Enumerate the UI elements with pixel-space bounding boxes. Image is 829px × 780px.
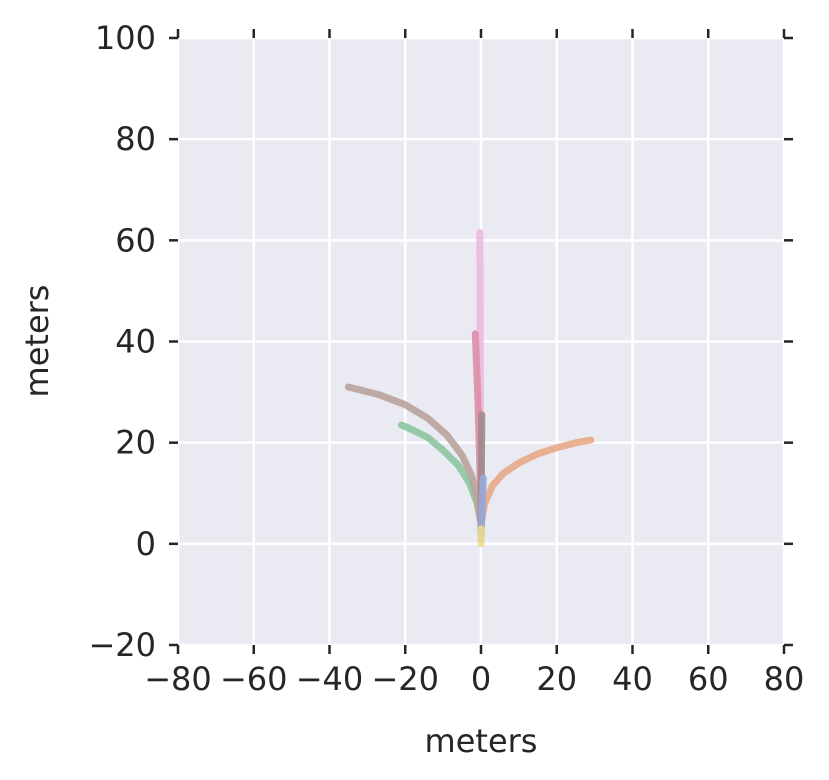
y-tick-label: 60 xyxy=(115,221,156,259)
series-line-3 xyxy=(344,383,485,528)
y-tick-label: −20 xyxy=(88,626,156,664)
x-tick-label: −40 xyxy=(296,660,364,698)
y-tick-label: 40 xyxy=(115,323,156,361)
y-tick-label: 100 xyxy=(95,19,156,57)
x-tick-label: 0 xyxy=(471,660,491,698)
y-tick-label: 20 xyxy=(115,424,156,462)
x-tick-label: 20 xyxy=(536,660,577,698)
y-tick-label: 0 xyxy=(136,525,156,563)
y-axis-label: meters xyxy=(18,285,56,398)
x-tick-label: 60 xyxy=(688,660,729,698)
x-tick-label: −60 xyxy=(220,660,288,698)
y-tick-label: 80 xyxy=(115,120,156,158)
x-tick-label: −80 xyxy=(144,660,212,698)
x-tick-label: 80 xyxy=(764,660,805,698)
series-line-1 xyxy=(477,436,595,528)
x-axis-label: meters xyxy=(425,722,538,760)
x-tick-label: −20 xyxy=(371,660,439,698)
x-tick-label: 40 xyxy=(612,660,653,698)
